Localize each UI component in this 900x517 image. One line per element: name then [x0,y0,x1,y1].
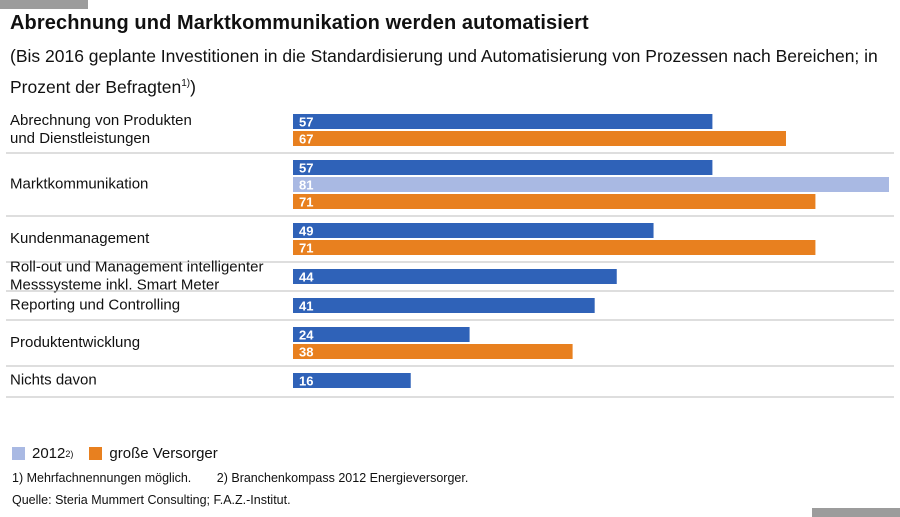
category-label-line: Reporting und Controlling [10,297,180,314]
legend-swatch-2012 [12,447,25,460]
category-label-line: Roll-out und Management intelligenter [10,259,263,276]
legend-item-large: große Versorger [89,445,218,462]
category-label-line: Produktentwicklung [10,334,140,351]
category-label: Roll-out und Management intelligenter Mes… [10,259,263,294]
bar-value-label: 71 [299,241,313,256]
category-label-line: Abrechnung von Produkten [10,112,192,129]
category-label: Reporting und Controlling [10,297,180,314]
bar-main [293,373,411,388]
source-note: Quelle: Steria Mummert Consulting; F.A.Z… [12,493,291,507]
category-label: Marktkommunikation [10,176,148,193]
legend-swatch-large [89,447,103,460]
bar-value-label: 38 [299,345,313,360]
bar-large [293,194,816,209]
bar-chart: Abrechnung von Produkten und Dienstleistu… [6,112,894,398]
chart-subtitle: (Bis 2016 geplante Investitionen in die … [10,43,890,101]
category-label-line: Marktkommunikation [10,176,148,193]
subtitle-footnote-ref: 1) [181,78,191,89]
category-label: Abrechnung von Produkten und Dienstleistu… [10,112,192,147]
category-label: Nichts davon [10,372,97,389]
bar-value-label: 24 [299,328,314,343]
footnote-1: 1) Mehrfachnennungen möglich. [12,471,192,485]
bar-main [293,160,713,175]
footnotes: 1) Mehrfachnennungen möglich. 2) Branche… [12,471,490,485]
category-label-line: Messsysteme inkl. Smart Meter [10,277,219,294]
bar-main [293,298,595,313]
bar-value-label: 71 [299,195,313,210]
bar-value-label: 41 [299,299,313,314]
category-label-line: Nichts davon [10,372,97,389]
legend: 2012 2) große Versorger [12,445,234,462]
category-label: Produktentwicklung [10,334,140,351]
bar-y2012 [293,177,889,192]
bar-large [293,131,786,146]
legend-label-large: große Versorger [109,445,218,462]
footnote-2: 2) Branchenkompass 2012 Energieversorger… [216,471,469,485]
bar-main [293,327,470,342]
bar-large [293,240,816,255]
bar-value-label: 67 [299,132,313,147]
bar-main [293,223,654,238]
category-label: Kundenmanagement [10,230,150,247]
category-label-line: und Dienstleistungen [10,130,150,147]
bar-value-label: 44 [299,270,314,285]
bar-value-label: 49 [299,224,313,239]
bar-main [293,114,713,129]
bar-value-label: 81 [299,178,313,193]
top-accent-bar [0,0,88,9]
chart-title: Abrechnung und Marktkommunikation werden… [10,12,589,34]
legend-label-2012: 2012 [32,445,66,462]
subtitle-close: ) [190,76,196,97]
subtitle-text: (Bis 2016 geplante Investitionen in die … [10,46,878,97]
bar-value-label: 57 [299,115,313,130]
bar-large [293,344,573,359]
legend-sup-2012: 2) [65,448,74,459]
category-label-line: Kundenmanagement [10,230,150,247]
bar-value-label: 57 [299,161,313,176]
bottom-accent-bar [812,508,900,517]
bar-value-label: 16 [299,374,313,389]
legend-item-2012: 2012 2) [12,445,73,462]
bar-main [293,269,617,284]
